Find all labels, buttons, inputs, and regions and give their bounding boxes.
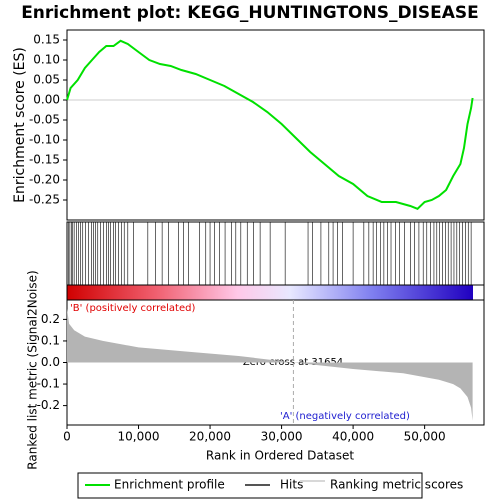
y-tick-label: 0.15 (33, 33, 60, 47)
es-frame (66, 29, 485, 221)
y-axis-label: Ranked list metric (Signal2Noise) (26, 270, 40, 469)
x-tick-label: 50,000 (404, 430, 446, 444)
legend-label: Hits (280, 478, 303, 492)
legend-label: Ranking metric scores (330, 478, 463, 492)
annotation: 'B' (positively correlated) (70, 303, 195, 314)
y-tick-label: 0.1 (41, 333, 60, 347)
y-tick-label: 0.10 (33, 53, 60, 67)
metric-area (67, 308, 473, 421)
y-tick-label: -0.25 (29, 193, 60, 207)
y-tick-label: -0.10 (29, 133, 60, 147)
enrichment-line (66, 39, 474, 210)
x-tick-label: 10,000 (118, 430, 160, 444)
y-tick-label: 0.2 (41, 312, 60, 326)
color-bar (67, 285, 473, 300)
y-tick-label: -0.20 (29, 173, 60, 187)
legend-label: Enrichment profile (114, 478, 225, 492)
hits-frame (66, 221, 485, 286)
x-tick-label: 40,000 (332, 430, 374, 444)
x-axis-label: Rank in Ordered Dataset (206, 449, 354, 463)
annotation: 'A' (negatively correlated) (280, 411, 410, 422)
y-tick-label: -0.05 (29, 113, 60, 127)
y-tick-label: 0.05 (33, 73, 60, 87)
y-tick-label: -0.15 (29, 153, 60, 167)
y-tick-label: -0.2 (37, 398, 60, 412)
y-axis-label: Enrichment score (ES) (12, 47, 28, 203)
y-tick-label: 0.0 (41, 355, 60, 369)
y-tick-label: 0.00 (33, 93, 60, 107)
x-tick-label: 20,000 (189, 430, 231, 444)
x-tick-label: 0 (63, 430, 71, 444)
x-tick-label: 30,000 (261, 430, 303, 444)
y-tick-label: -0.1 (37, 377, 60, 391)
chart-title: Enrichment plot: KEGG_HUNTINGTONS_DISEAS… (21, 3, 479, 23)
